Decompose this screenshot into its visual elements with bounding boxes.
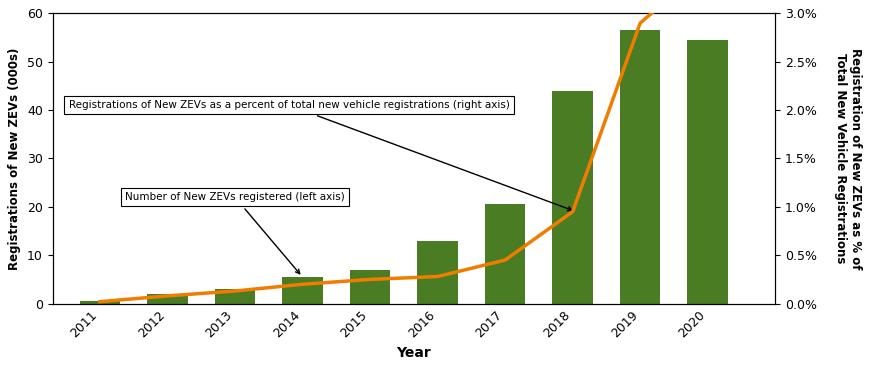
Bar — [147, 294, 188, 304]
Bar — [417, 241, 457, 304]
Text: Number of New ZEVs registered (left axis): Number of New ZEVs registered (left axis… — [125, 192, 344, 274]
Bar — [552, 91, 593, 304]
Y-axis label: Registration of New ZEVs as % of
Total New Vehicle Registrations: Registration of New ZEVs as % of Total N… — [833, 48, 860, 269]
Text: Registrations of New ZEVs as a percent of total new vehicle registrations (right: Registrations of New ZEVs as a percent o… — [69, 100, 571, 211]
X-axis label: Year: Year — [396, 346, 431, 360]
Bar — [349, 270, 390, 304]
Bar — [687, 40, 727, 304]
Bar — [215, 289, 255, 304]
Bar — [80, 301, 120, 304]
Bar — [620, 30, 660, 304]
Bar — [282, 277, 322, 304]
Bar — [484, 205, 525, 304]
Y-axis label: Registrations of New ZEVs (000s): Registrations of New ZEVs (000s) — [9, 47, 22, 270]
